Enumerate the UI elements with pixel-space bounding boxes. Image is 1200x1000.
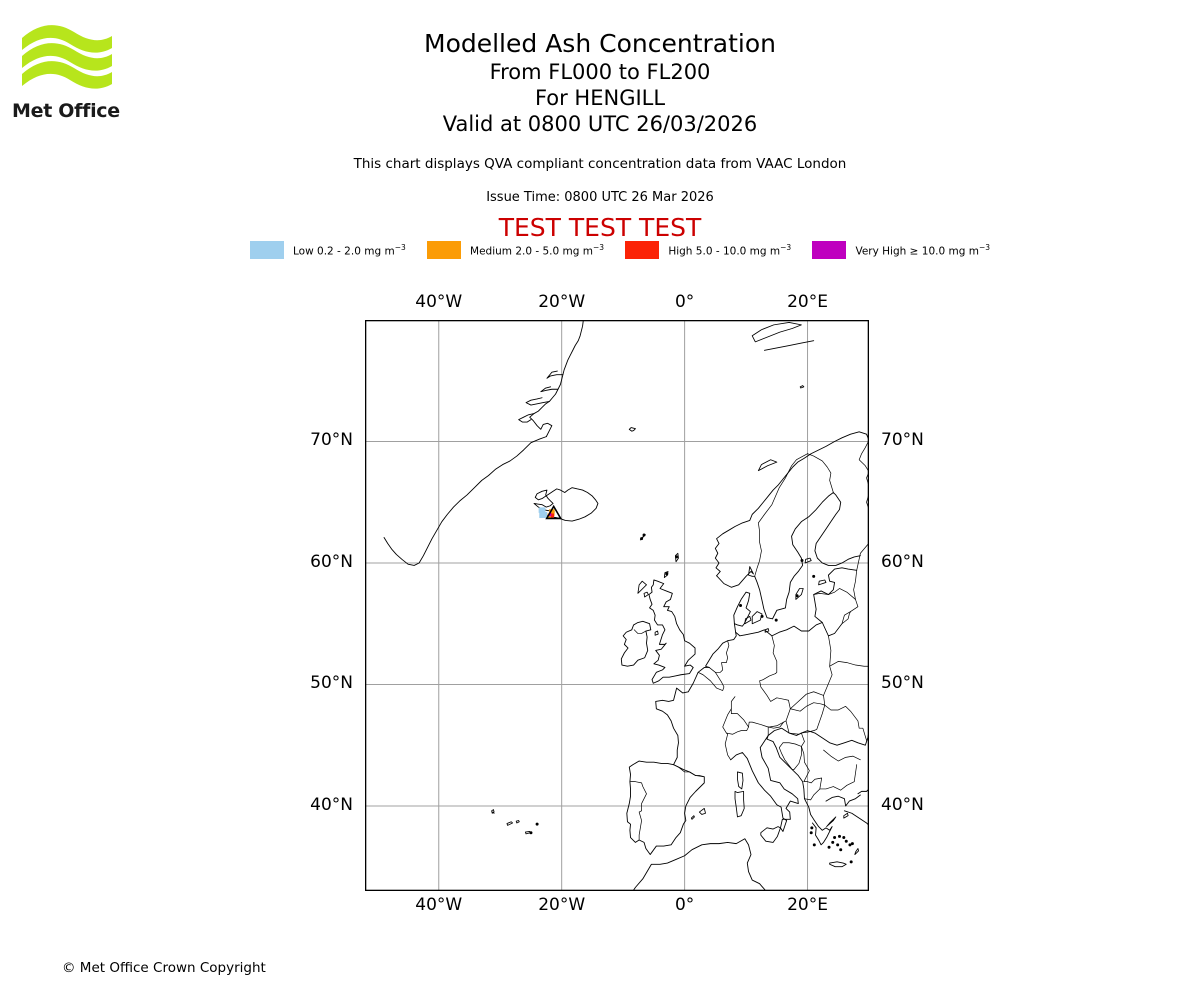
legend-label-high: High 5.0 - 10.0 mg m−3 bbox=[668, 242, 792, 258]
ash-plume bbox=[538, 504, 563, 520]
plume-cell-low bbox=[539, 511, 548, 519]
test-banner: TEST TEST TEST bbox=[498, 213, 702, 242]
legend-swatch-very-high bbox=[812, 241, 847, 259]
lon-label-bottom-2: 0° bbox=[674, 895, 695, 915]
lon-label-bottom-1: 20°W bbox=[538, 895, 586, 915]
ash-concentration-map: 40°W 40°W 20°W 20°W 0° 0° 20°E 20°E 40°N 40°N 50°N… bbox=[310, 292, 924, 915]
lat-label-right-3: 70°N bbox=[881, 430, 924, 451]
lat-label-right-0: 40°N bbox=[881, 794, 924, 815]
chart-title-block: Modelled Ash Concentration From FL000 to… bbox=[0, 28, 1200, 137]
lon-label-top-3: 20°E bbox=[787, 292, 828, 312]
logo-text: Met Office bbox=[12, 100, 120, 122]
title-volcano: For HENGILL bbox=[534, 86, 666, 110]
map-coastlines bbox=[383, 320, 869, 891]
lat-label-left-1: 50°N bbox=[310, 673, 353, 694]
plume-cell-high bbox=[550, 513, 554, 518]
lat-label-right-1: 50°N bbox=[881, 673, 924, 694]
lon-label-top-1: 20°W bbox=[538, 292, 586, 312]
legend-swatch-medium bbox=[427, 241, 462, 259]
plume-cell-medium bbox=[549, 509, 555, 516]
lon-label-top-0: 40°W bbox=[415, 292, 463, 312]
legend-item-high: High 5.0 - 10.0 mg m−3 bbox=[625, 240, 791, 260]
plume-cell-low bbox=[538, 507, 546, 513]
legend-swatch-high bbox=[625, 241, 660, 259]
lon-label-bottom-0: 40°W bbox=[415, 895, 463, 915]
volcano-marker-icon bbox=[545, 504, 563, 520]
logo-waves-icon bbox=[22, 25, 112, 89]
plume-cell-veryhigh bbox=[548, 512, 552, 517]
map-frame bbox=[365, 320, 869, 891]
map-canvas bbox=[365, 320, 869, 891]
page-title: Modelled Ash Concentration bbox=[424, 29, 776, 58]
title-flight-levels: From FL000 to FL200 bbox=[489, 60, 711, 84]
concentration-legend: Low 0.2 - 2.0 mg m−3 Medium 2.0 - 5.0 mg… bbox=[250, 240, 990, 260]
issue-time: Issue Time: 0800 UTC 26 Mar 2026 bbox=[486, 190, 714, 205]
title-valid-time: Valid at 0800 UTC 26/03/2026 bbox=[442, 112, 758, 136]
lon-label-bottom-3: 20°E bbox=[787, 895, 828, 915]
legend-item-very-high: Very High ≥ 10.0 mg m−3 bbox=[812, 240, 990, 260]
legend-swatch-low bbox=[250, 241, 284, 259]
legend-label-very-high: Very High ≥ 10.0 mg m−3 bbox=[855, 242, 991, 258]
plume-cell-medium bbox=[547, 513, 553, 519]
legend-label-medium: Medium 2.0 - 5.0 mg m−3 bbox=[470, 242, 605, 258]
lat-label-right-2: 60°N bbox=[881, 551, 924, 572]
copyright-text: © Met Office Crown Copyright bbox=[62, 960, 266, 976]
legend-item-medium: Medium 2.0 - 5.0 mg m−3 bbox=[427, 240, 604, 260]
legend-item-low: Low 0.2 - 2.0 mg m−3 bbox=[250, 240, 406, 260]
lat-label-left-2: 60°N bbox=[310, 551, 353, 572]
lon-label-top-2: 0° bbox=[674, 292, 695, 312]
legend-label-low: Low 0.2 - 2.0 mg m−3 bbox=[293, 242, 406, 258]
met-office-logo: Met Office bbox=[12, 18, 122, 121]
lat-label-left-0: 40°N bbox=[310, 794, 353, 815]
chart-subtitle: This chart displays QVA compliant concen… bbox=[353, 156, 847, 172]
map-gridlines bbox=[365, 320, 869, 891]
lat-label-left-3: 70°N bbox=[310, 430, 353, 451]
